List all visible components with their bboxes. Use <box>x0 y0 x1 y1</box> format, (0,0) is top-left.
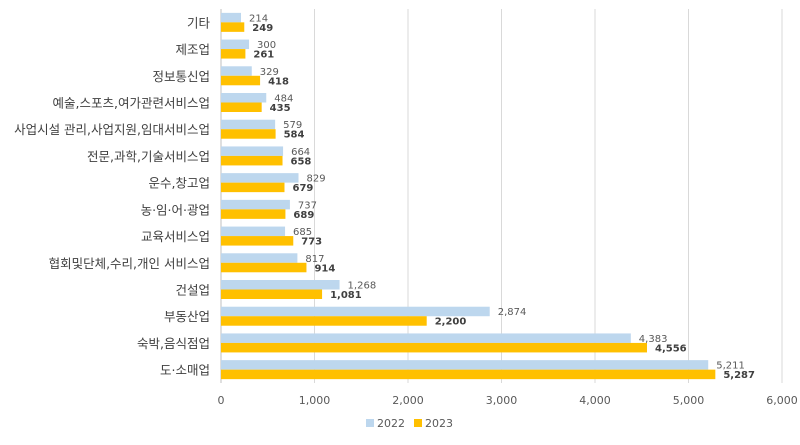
data-label-2023: 679 <box>292 183 313 194</box>
data-label-2022: 329 <box>260 67 279 78</box>
data-label-2022: 484 <box>274 94 293 105</box>
category-label: 도·소매업 <box>160 363 210 378</box>
bar-2023 <box>221 49 246 59</box>
data-label-2022: 737 <box>298 200 317 211</box>
bar-2022 <box>221 39 250 50</box>
data-label-2022: 664 <box>291 147 310 158</box>
data-label-2023: 435 <box>270 103 291 114</box>
legend-swatch-2023 <box>414 419 422 427</box>
bar-2022 <box>221 253 298 263</box>
data-label-2023: 261 <box>253 50 274 61</box>
legend-swatch-2022 <box>366 419 374 427</box>
x-tick-label: 1,000 <box>299 394 331 407</box>
bar-2023 <box>221 369 716 380</box>
data-label-2022: 214 <box>249 13 268 24</box>
x-tick-label: 6,000 <box>766 394 798 407</box>
category-label: 농·임·어·광업 <box>141 202 210 217</box>
bar-2022 <box>221 93 267 103</box>
data-label-2022: 685 <box>293 227 312 238</box>
x-tick-label: 5,000 <box>673 394 705 407</box>
bar-2023 <box>221 236 294 246</box>
bar-2022 <box>221 333 631 343</box>
data-label-2022: 829 <box>307 174 326 185</box>
data-label-2023: 249 <box>252 23 273 34</box>
x-tick-label: 2,000 <box>392 394 424 407</box>
data-label-2022: 2,874 <box>498 307 527 318</box>
bar-2022 <box>221 146 284 156</box>
category-label: 정보통신업 <box>152 69 210 84</box>
bar-2023 <box>221 289 323 299</box>
bar-2022 <box>221 173 299 183</box>
x-tick-label: 3,000 <box>486 394 518 407</box>
data-label-2023: 914 <box>314 263 335 274</box>
bar-2022 <box>221 360 709 370</box>
category-label: 부동산업 <box>164 309 210 324</box>
bar-2023 <box>221 316 427 326</box>
bar-2023 <box>221 22 245 32</box>
data-label-2023: 773 <box>301 237 322 248</box>
data-label-2022: 1,268 <box>348 281 377 292</box>
data-label-2022: 5,211 <box>716 361 745 372</box>
bar-2022 <box>221 12 242 23</box>
bar-2023 <box>221 342 647 353</box>
data-label-2022: 300 <box>257 40 276 51</box>
data-label-2022: 579 <box>283 120 302 131</box>
category-label: 건설업 <box>175 283 210 298</box>
bar-2022 <box>221 280 340 290</box>
category-label: 기타 <box>187 15 211 30</box>
bar-2023 <box>221 262 307 273</box>
bar-2022 <box>221 306 490 317</box>
category-label: 운수,창고업 <box>149 176 210 191</box>
x-tick-label: 0 <box>218 394 225 407</box>
data-label-2023: 658 <box>291 156 312 167</box>
data-label-2022: 817 <box>305 254 324 265</box>
category-label: 교육서비스업 <box>141 229 210 244</box>
category-label: 사업시설 관리,사업지원,임대서비스업 <box>14 122 210 137</box>
legend-label: 2022 <box>377 417 405 430</box>
bar-2023 <box>221 129 276 139</box>
legend-label: 2023 <box>425 417 453 430</box>
bar-2022 <box>221 226 286 237</box>
data-label-2022: 4,383 <box>639 334 668 345</box>
category-label: 제조업 <box>175 42 210 57</box>
bar-2022 <box>221 66 252 76</box>
bar-2023 <box>221 182 285 193</box>
data-label-2023: 1,081 <box>330 290 362 301</box>
bar-2022 <box>221 119 276 130</box>
category-label: 전문,과학,기술서비스업 <box>87 149 210 164</box>
category-label: 협회및단체,수리,개인 서비스업 <box>49 256 210 271</box>
category-label: 숙박,음식점업 <box>137 336 210 351</box>
x-tick-label: 4,000 <box>579 394 611 407</box>
category-label: 예술,스포츠,여가관련서비스업 <box>53 96 210 111</box>
data-label-2023: 2,200 <box>435 317 467 328</box>
bar-2023 <box>221 102 262 112</box>
data-label-2023: 584 <box>284 130 305 141</box>
data-label-2023: 5,287 <box>723 370 755 381</box>
data-label-2023: 418 <box>268 76 289 87</box>
bar-2023 <box>221 209 286 219</box>
bar-2022 <box>221 199 290 210</box>
data-label-2023: 4,556 <box>655 343 687 354</box>
data-label-2023: 689 <box>293 210 314 221</box>
bar-2023 <box>221 75 261 86</box>
bar-2023 <box>221 155 283 166</box>
